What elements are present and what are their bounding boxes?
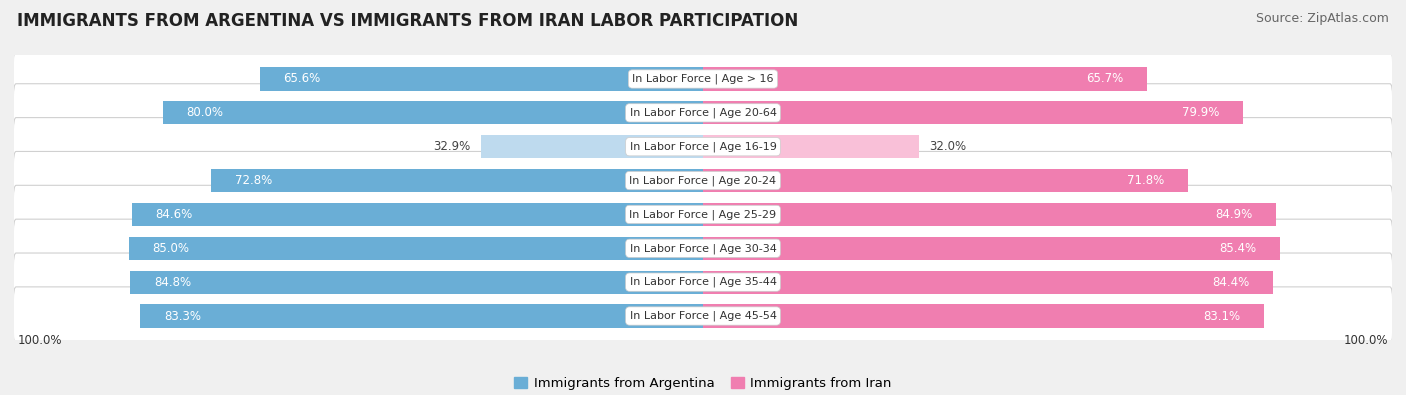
FancyBboxPatch shape [14,50,1392,108]
Text: In Labor Force | Age 45-54: In Labor Force | Age 45-54 [630,311,776,321]
FancyBboxPatch shape [14,84,1392,142]
Bar [211,169,703,192]
Text: 65.6%: 65.6% [284,73,321,85]
FancyBboxPatch shape [14,185,1392,244]
Text: 84.8%: 84.8% [153,276,191,289]
FancyBboxPatch shape [14,253,1392,311]
Bar [260,68,703,90]
Text: 79.9%: 79.9% [1181,106,1219,119]
Bar [129,237,703,260]
Bar [703,237,1279,260]
Text: IMMIGRANTS FROM ARGENTINA VS IMMIGRANTS FROM IRAN LABOR PARTICIPATION: IMMIGRANTS FROM ARGENTINA VS IMMIGRANTS … [17,12,799,30]
Text: 85.4%: 85.4% [1219,242,1256,255]
Bar [132,203,703,226]
Text: 84.9%: 84.9% [1216,208,1253,221]
Text: 84.6%: 84.6% [155,208,193,221]
Text: 72.8%: 72.8% [235,174,273,187]
Bar [703,68,1147,90]
Text: 80.0%: 80.0% [186,106,224,119]
FancyBboxPatch shape [14,219,1392,277]
Text: 100.0%: 100.0% [1344,334,1389,347]
Text: In Labor Force | Age 16-19: In Labor Force | Age 16-19 [630,141,776,152]
FancyBboxPatch shape [14,118,1392,176]
Text: 32.9%: 32.9% [433,140,471,153]
Text: In Labor Force | Age 25-29: In Labor Force | Age 25-29 [630,209,776,220]
Legend: Immigrants from Argentina, Immigrants from Iran: Immigrants from Argentina, Immigrants fr… [509,372,897,395]
Text: 32.0%: 32.0% [929,140,966,153]
Text: Source: ZipAtlas.com: Source: ZipAtlas.com [1256,12,1389,25]
Text: 83.1%: 83.1% [1204,310,1240,322]
Bar [703,271,1272,293]
Bar [703,169,1188,192]
Bar [141,305,703,327]
Text: In Labor Force | Age 30-34: In Labor Force | Age 30-34 [630,243,776,254]
Bar [703,135,920,158]
Text: In Labor Force | Age 20-24: In Labor Force | Age 20-24 [630,175,776,186]
FancyBboxPatch shape [14,287,1392,345]
Bar [131,271,703,293]
Text: 65.7%: 65.7% [1085,73,1123,85]
Text: 85.0%: 85.0% [152,242,190,255]
Bar [163,102,703,124]
Text: 83.3%: 83.3% [165,310,201,322]
Text: In Labor Force | Age 35-44: In Labor Force | Age 35-44 [630,277,776,288]
Text: 84.4%: 84.4% [1212,276,1250,289]
Text: In Labor Force | Age 20-64: In Labor Force | Age 20-64 [630,107,776,118]
Text: 71.8%: 71.8% [1128,174,1164,187]
Bar [703,203,1277,226]
Bar [703,102,1243,124]
FancyBboxPatch shape [14,151,1392,210]
Bar [481,135,703,158]
Bar [703,305,1264,327]
Text: 100.0%: 100.0% [17,334,62,347]
Text: In Labor Force | Age > 16: In Labor Force | Age > 16 [633,74,773,84]
